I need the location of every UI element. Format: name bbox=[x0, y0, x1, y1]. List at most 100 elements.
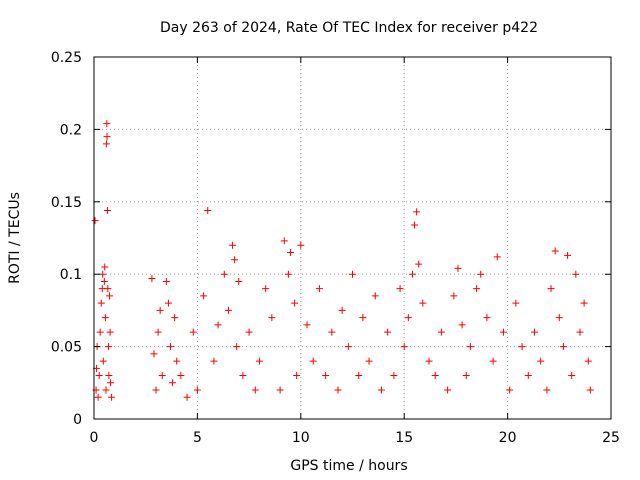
data-point bbox=[104, 343, 112, 351]
data-point bbox=[102, 140, 110, 148]
data-point bbox=[268, 314, 276, 322]
y-tick-label: 0.15 bbox=[51, 195, 82, 211]
data-point bbox=[101, 263, 109, 271]
data-point bbox=[483, 314, 491, 322]
data-point bbox=[106, 292, 114, 300]
data-point bbox=[411, 221, 419, 229]
data-point bbox=[239, 372, 247, 380]
data-point bbox=[344, 343, 352, 351]
data-point bbox=[396, 285, 404, 293]
data-point bbox=[183, 393, 191, 401]
data-point bbox=[473, 285, 481, 293]
data-point bbox=[108, 393, 116, 401]
data-point bbox=[543, 386, 551, 394]
data-point bbox=[365, 357, 373, 365]
data-point bbox=[512, 299, 520, 307]
axis-ticks bbox=[93, 56, 612, 420]
data-point bbox=[450, 292, 458, 300]
data-point bbox=[156, 306, 164, 314]
y-tick-label: 0.25 bbox=[51, 50, 82, 66]
data-point bbox=[169, 379, 177, 387]
data-point bbox=[204, 206, 212, 214]
data-point bbox=[91, 217, 99, 225]
data-point bbox=[148, 275, 156, 283]
data-point bbox=[162, 277, 170, 285]
data-point bbox=[303, 321, 311, 329]
data-point bbox=[101, 314, 109, 322]
data-point bbox=[506, 386, 514, 394]
plot-frame bbox=[93, 56, 612, 420]
y-tick-label: 0.05 bbox=[51, 340, 82, 356]
x-tick-label: 15 bbox=[395, 430, 413, 446]
data-point bbox=[251, 386, 259, 394]
data-point bbox=[462, 372, 470, 380]
data-point bbox=[315, 285, 323, 293]
data-point bbox=[214, 321, 222, 329]
data-point bbox=[150, 350, 158, 358]
data-point bbox=[103, 133, 111, 141]
data-point bbox=[102, 386, 110, 394]
data-point bbox=[359, 314, 367, 322]
y-tick-label: 0.1 bbox=[60, 267, 82, 283]
data-point bbox=[466, 343, 474, 351]
data-point bbox=[454, 264, 462, 272]
data-point bbox=[106, 328, 114, 336]
x-tick-label: 25 bbox=[602, 430, 620, 446]
data-point bbox=[280, 237, 288, 245]
data-point bbox=[489, 357, 497, 365]
data-point bbox=[349, 270, 356, 278]
x-tick-label: 10 bbox=[292, 430, 310, 446]
y-axis-title: ROTI / TECUs bbox=[7, 192, 23, 284]
data-point bbox=[220, 270, 228, 278]
y-tick-label: 0 bbox=[73, 412, 82, 428]
data-point bbox=[415, 260, 423, 268]
data-point bbox=[245, 328, 253, 336]
x-axis-title: GPS time / hours bbox=[290, 458, 407, 474]
data-point bbox=[96, 328, 104, 336]
data-point bbox=[103, 120, 111, 128]
data-point bbox=[518, 343, 526, 351]
data-point bbox=[555, 314, 563, 322]
data-point bbox=[291, 299, 299, 307]
data-point bbox=[559, 343, 567, 351]
data-point bbox=[334, 386, 342, 394]
data-point bbox=[293, 372, 301, 380]
data-point bbox=[458, 321, 466, 329]
data-point bbox=[564, 251, 572, 259]
data-point bbox=[431, 372, 439, 380]
data-point bbox=[444, 386, 452, 394]
data-point bbox=[158, 372, 166, 380]
data-point bbox=[530, 328, 538, 336]
data-point bbox=[171, 314, 179, 322]
data-point bbox=[173, 357, 181, 365]
data-point bbox=[104, 285, 112, 293]
data-point bbox=[377, 386, 385, 394]
data-point bbox=[404, 314, 412, 322]
data-point bbox=[235, 277, 243, 285]
data-point bbox=[477, 270, 485, 278]
data-point bbox=[524, 372, 532, 380]
data-points bbox=[91, 120, 594, 401]
data-point bbox=[413, 208, 421, 216]
data-point bbox=[551, 247, 559, 255]
grid-lines bbox=[94, 57, 611, 419]
data-point bbox=[355, 372, 363, 380]
data-point bbox=[276, 386, 284, 394]
data-point bbox=[537, 357, 545, 365]
data-point bbox=[152, 386, 160, 394]
data-point bbox=[493, 253, 501, 261]
data-point bbox=[322, 372, 330, 380]
data-point bbox=[229, 241, 237, 249]
data-point bbox=[95, 372, 103, 380]
data-point bbox=[584, 357, 592, 365]
y-tick-label: 0.2 bbox=[60, 122, 82, 138]
data-point bbox=[255, 357, 263, 365]
data-point bbox=[338, 306, 346, 314]
data-point bbox=[408, 270, 416, 278]
data-point bbox=[200, 292, 208, 300]
data-point bbox=[193, 386, 201, 394]
chart-title: Day 263 of 2024, Rate Of TEC Index for r… bbox=[160, 20, 538, 36]
data-point bbox=[390, 372, 398, 380]
data-point bbox=[154, 328, 162, 336]
